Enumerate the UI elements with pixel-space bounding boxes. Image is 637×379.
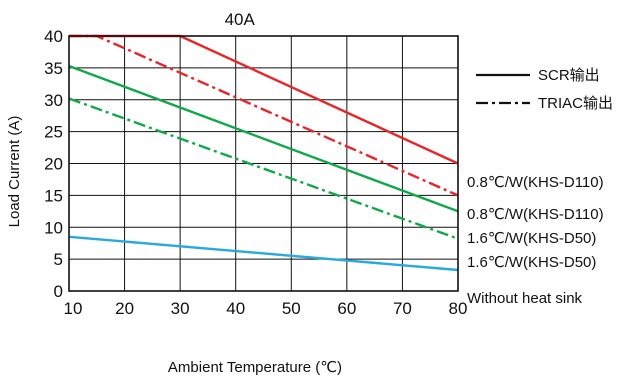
y-tick-label: 35	[44, 59, 63, 78]
x-tick-label: 60	[337, 299, 356, 318]
x-tick-label: 10	[64, 299, 83, 318]
x-tick-label: 80	[449, 299, 468, 318]
series-line-2	[69, 34, 459, 197]
x-tick-labels: 10 20 30 40 50 60 70 80	[64, 299, 468, 318]
series-labels: 0.8℃/W(KHS-D110) 0.8℃/W(KHS-D110) 1.6℃/W(K…	[467, 174, 604, 307]
y-tick-label: 20	[44, 155, 63, 174]
legend-label: TRIAC输出	[538, 95, 613, 112]
plot-frame	[68, 35, 459, 292]
x-tick-label: 40	[226, 299, 245, 318]
series-label: 1.6℃/W(KHS-D50)	[467, 254, 596, 271]
series-line-3	[68, 64, 459, 213]
x-tick-label: 30	[171, 299, 190, 318]
y-tick-label: 30	[44, 91, 63, 110]
y-tick-labels: 0 5 10 15 20 25 30 35 40	[44, 27, 63, 301]
series-label: 0.8℃/W(KHS-D110)	[467, 174, 604, 191]
legend: SCR输出 TRIAC输出	[476, 67, 613, 112]
series-line-5	[68, 235, 459, 272]
series-label: 1.6℃/W(KHS-D50)	[467, 230, 596, 247]
x-tick-label: 20	[115, 299, 134, 318]
y-tick-label: 25	[44, 123, 63, 142]
series-label: 0.8℃/W(KHS-D110)	[467, 206, 604, 223]
chart-title: 40A	[225, 10, 256, 29]
y-tick-label: 0	[54, 282, 63, 301]
y-axis-label: Load Current (A)	[6, 116, 23, 228]
legend-label: SCR输出	[538, 67, 600, 84]
series-label: Without heat sink	[467, 290, 583, 307]
y-tick-label: 15	[44, 186, 63, 205]
x-tick-label: 70	[393, 299, 412, 318]
y-tick-label: 5	[54, 250, 63, 269]
x-tick-label: 50	[282, 299, 301, 318]
series-layer	[68, 34, 459, 272]
y-tick-label: 40	[44, 27, 63, 46]
x-axis-label: Ambient Temperature (℃)	[168, 359, 342, 376]
y-tick-label: 10	[44, 218, 63, 237]
series-line-4	[68, 97, 459, 240]
